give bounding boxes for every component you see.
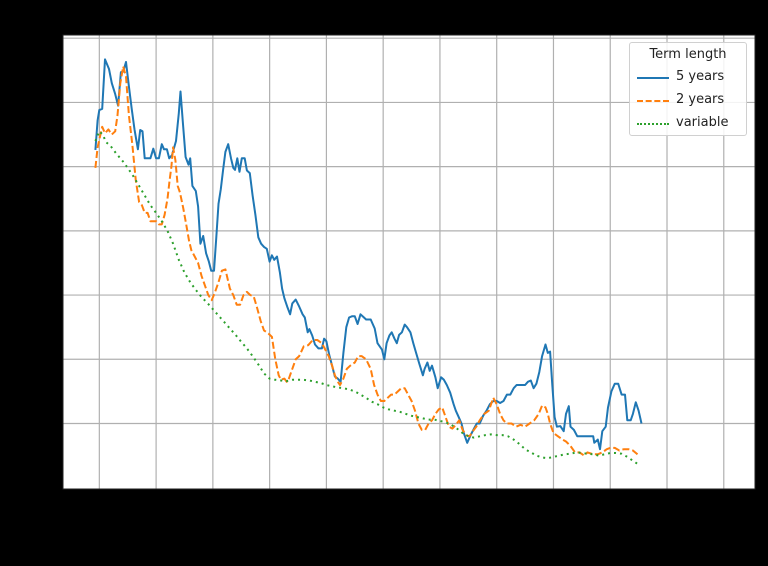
legend-label: 5 years xyxy=(676,69,725,84)
legend-label: variable xyxy=(676,115,729,130)
legend: Term length 5 years 2 years variable xyxy=(629,42,747,136)
gridlines xyxy=(63,35,755,489)
legend-item-2-years: 2 years xyxy=(630,90,746,112)
legend-item-variable: variable xyxy=(630,113,746,135)
series-line-variable xyxy=(94,130,640,466)
legend-item-5-years: 5 years xyxy=(630,67,746,89)
legend-title: Term length xyxy=(649,47,727,62)
series-line-2-years xyxy=(94,65,639,457)
data-series xyxy=(94,58,643,466)
series-line-5-years xyxy=(94,58,643,451)
solid-line-icon xyxy=(637,77,669,79)
dashed-line-icon xyxy=(637,100,669,102)
dotted-line-icon xyxy=(637,123,669,125)
plot-frame xyxy=(62,34,756,490)
legend-label: 2 years xyxy=(676,92,725,107)
